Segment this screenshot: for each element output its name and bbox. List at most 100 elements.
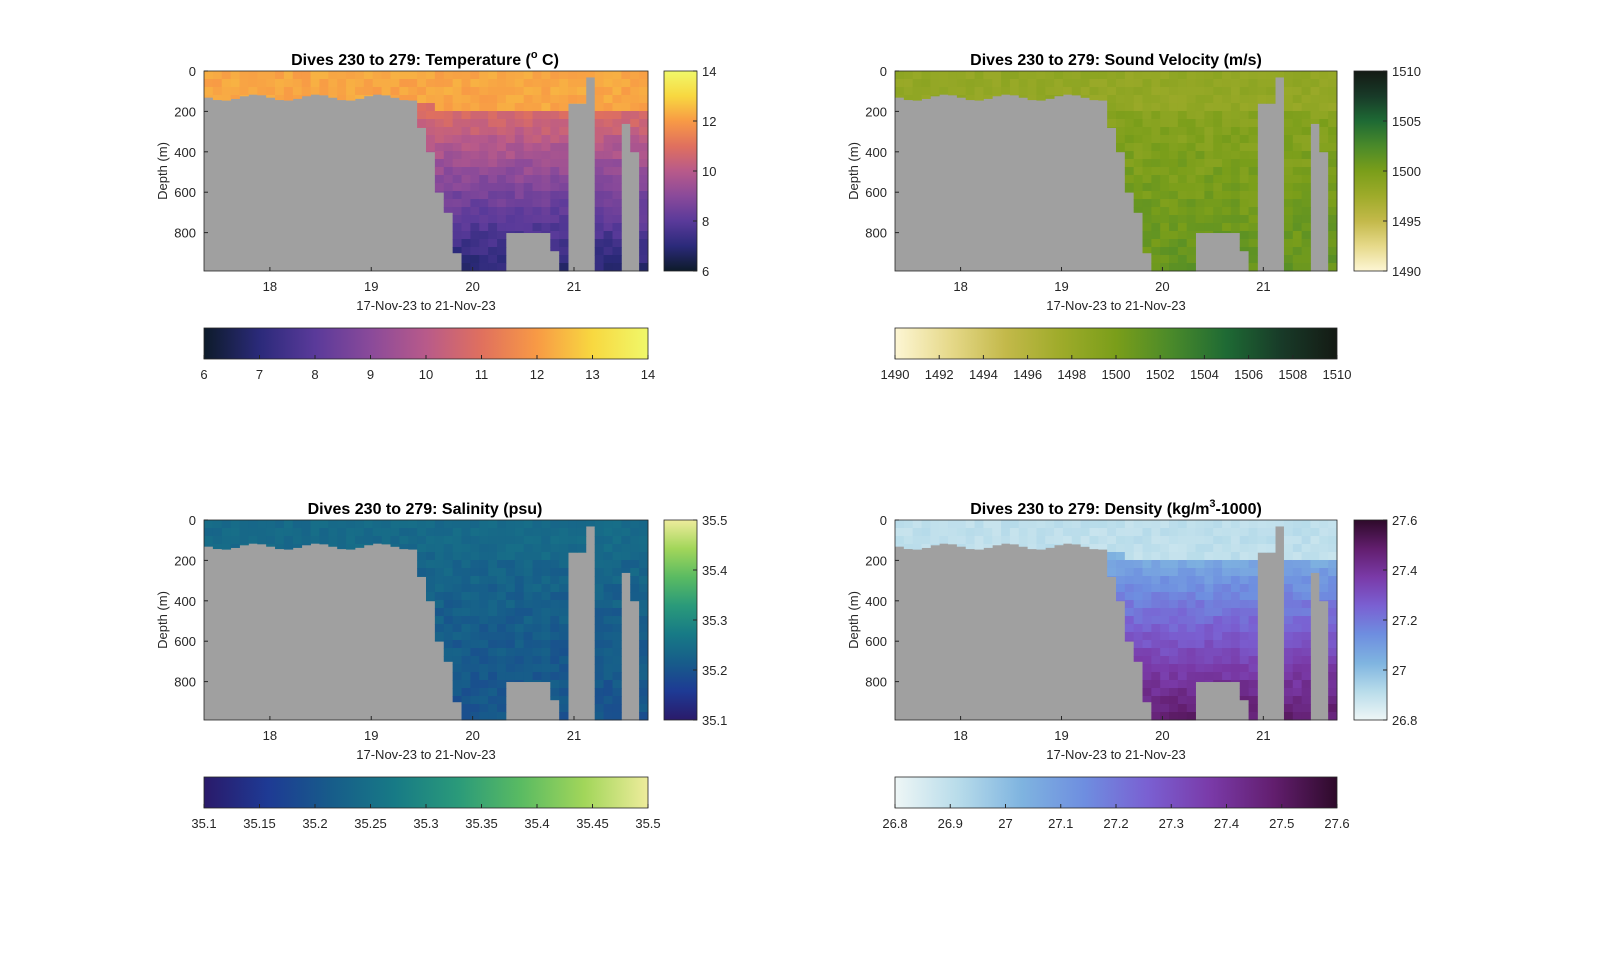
heatmap-cell: [470, 656, 480, 665]
heatmap-cell: [1169, 135, 1179, 144]
x-tick-label: 21: [1256, 728, 1270, 743]
title-suffix: C): [538, 52, 559, 69]
heatmap-cell: [488, 263, 498, 272]
heatmap-cell: [1071, 87, 1082, 96]
heatmap-cell: [505, 127, 516, 136]
heatmap-cell: [1107, 95, 1117, 104]
heatmap-cell: [1124, 616, 1135, 625]
heatmap-cell: [541, 544, 551, 553]
heatmap-cell: [912, 95, 922, 101]
heatmap-cell: [1045, 87, 1055, 96]
heatmap-cell: [452, 79, 462, 88]
heatmap-cell: [417, 119, 427, 128]
heatmap-cell: [212, 79, 223, 88]
heatmap-cell: [1283, 616, 1294, 625]
heatmap-cell: [523, 616, 533, 625]
heatmap-cell: [603, 191, 613, 200]
heatmap-cell: [948, 87, 958, 96]
heatmap-cell: [426, 592, 436, 601]
heatmap-cell: [514, 664, 525, 673]
heatmap-cell: [523, 111, 533, 120]
colorbar-right-label: 1510: [1392, 64, 1421, 79]
heatmap-cell: [1222, 672, 1232, 681]
heatmap-cell: [470, 544, 480, 553]
heatmap-cell: [1169, 223, 1179, 232]
heatmap-cell: [523, 79, 533, 88]
heatmap-cell: [1301, 223, 1311, 232]
heatmap-cell: [1151, 640, 1161, 649]
heatmap-cell: [621, 71, 631, 80]
heatmap-cell: [452, 199, 462, 208]
heatmap-cell: [930, 87, 940, 96]
heatmap-cell: [1151, 552, 1161, 561]
heatmap-cell: [346, 520, 356, 529]
heatmap-cell: [532, 528, 542, 537]
heatmap-cell: [417, 520, 427, 529]
heatmap-cell: [363, 520, 374, 529]
heatmap-cell: [1186, 207, 1196, 216]
heatmap-cell: [1239, 696, 1249, 701]
heatmap-cell: [1177, 712, 1188, 721]
heatmap-cell: [1195, 199, 1205, 208]
heatmap-cell: [1186, 199, 1196, 208]
heatmap-cell: [974, 79, 984, 88]
heatmap-cell: [532, 71, 542, 80]
heatmap-cell: [1257, 536, 1267, 545]
heatmap-cell: [461, 560, 471, 569]
heatmap-cell: [1186, 648, 1196, 657]
heatmap-cell: [497, 215, 507, 224]
heatmap-cell: [550, 688, 560, 697]
heatmap-cell: [1160, 552, 1170, 561]
heatmap-cell: [1177, 87, 1188, 96]
heatmap-cell: [523, 167, 533, 176]
heatmap-cell: [1230, 560, 1241, 569]
heatmap-cell: [354, 79, 365, 88]
heatmap-cell: [505, 111, 516, 120]
heatmap-cell: [612, 680, 622, 689]
heatmap-cell: [965, 528, 975, 537]
heatmap-cell: [1292, 632, 1303, 641]
heatmap-cell: [948, 528, 958, 537]
heatmap-cell: [1177, 247, 1188, 256]
heatmap-cell: [497, 664, 507, 673]
heatmap-cell: [594, 143, 604, 152]
heatmap-cell: [497, 159, 507, 168]
heatmap-cell: [337, 520, 347, 529]
colorbar-bottom-label: 14: [641, 367, 655, 382]
heatmap-cell: [541, 79, 551, 88]
heatmap-cell: [1230, 568, 1241, 577]
heatmap-cell: [1177, 207, 1188, 216]
heatmap-cell: [630, 528, 640, 537]
heatmap-cell: [452, 143, 462, 152]
heatmap-cell: [1213, 520, 1223, 529]
heatmap-cell: [621, 79, 631, 88]
heatmap-cell: [983, 71, 993, 80]
heatmap-cell: [488, 704, 498, 713]
heatmap-cell: [1124, 135, 1135, 144]
y-tick-label: 0: [880, 64, 887, 79]
heatmap-cell: [1301, 568, 1311, 577]
heatmap-cell: [346, 87, 356, 96]
heatmap-cell: [965, 95, 975, 101]
heatmap-cell: [452, 616, 462, 625]
heatmap-cell: [443, 111, 454, 120]
heatmap-cell: [612, 135, 622, 144]
heatmap-cell: [1151, 263, 1161, 272]
heatmap-cell: [1328, 239, 1338, 248]
heatmap-cell: [639, 159, 649, 168]
colorbar-right: [1353, 70, 1388, 272]
heatmap-cell: [1116, 592, 1126, 601]
heatmap-cell: [895, 87, 905, 96]
heatmap-cell: [337, 79, 347, 88]
heatmap-cell: [983, 528, 993, 537]
heatmap-cell: [1116, 103, 1126, 112]
heatmap-cell: [1213, 167, 1223, 176]
heatmap-cell: [1195, 143, 1205, 152]
heatmap-cell: [1301, 175, 1311, 184]
heatmap-cell: [568, 95, 578, 104]
heatmap-cell: [612, 239, 622, 248]
heatmap-cell: [479, 231, 489, 240]
heatmap-cell: [1283, 640, 1294, 649]
heatmap-cell: [559, 576, 569, 585]
heatmap-cell: [1133, 536, 1143, 545]
